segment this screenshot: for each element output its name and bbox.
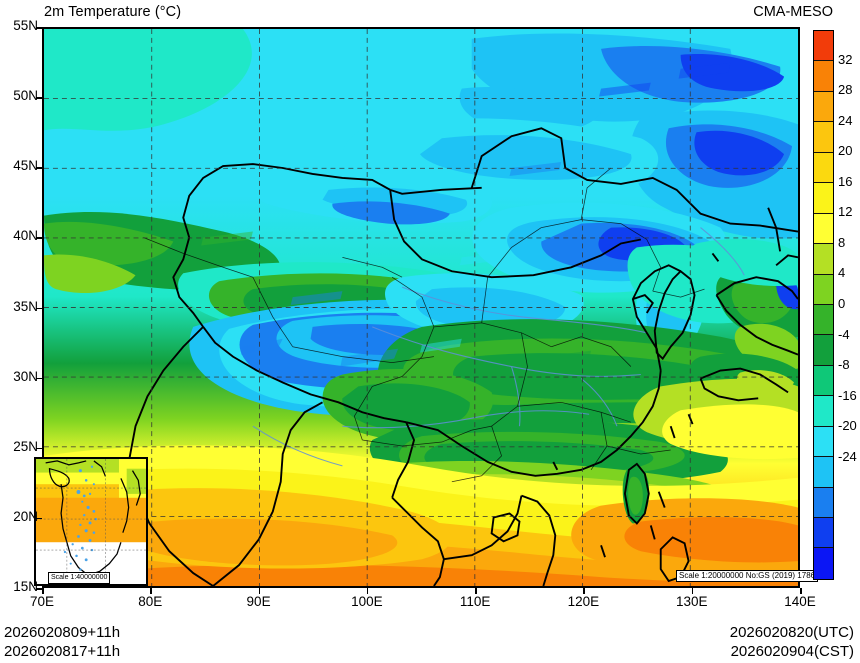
lon-tick-label: 90E [246,594,271,609]
lon-tick-mark [366,588,369,594]
lon-tick-mark [150,588,152,594]
colorbar-band [814,518,833,549]
colorbar-band [814,91,833,123]
colorbar-band [814,396,833,427]
model-label: CMA-MESO [753,4,833,20]
lat-tick-mark [36,307,42,310]
lat-tick-mark [36,237,42,239]
lat-tick-label: 55N [13,18,38,33]
lat-tick-label: 45N [13,158,38,174]
colorbar-band [814,31,833,62]
lon-tick-mark [42,588,44,594]
colorbar-band [814,487,833,518]
map-plot-area[interactable] [42,27,800,588]
colorbar-tick-label: 8 [838,234,846,250]
lat-tick-mark [36,588,42,590]
colorbar-tick-label: 16 [838,173,853,189]
lon-tick-label: 120E [567,594,600,609]
footer-valid-cst: 2026020904(CST) [730,643,854,660]
colorbar-band [814,457,833,488]
colorbar-tick-label: 0 [838,296,846,311]
lat-tick-mark [36,447,42,450]
lon-tick-mark [258,588,261,594]
inset-field-svg [36,459,146,584]
province-borders [143,167,705,483]
colorbar-band [814,213,833,245]
colorbar-band [814,426,833,458]
footer-valid-times: 2026020820(UTC) 2026020904(CST) [730,623,854,661]
river-lines [252,227,745,467]
colorbar-band [814,274,833,305]
lat-tick-label: 30N [13,368,38,384]
colorbar-band [814,335,833,366]
footer-valid-utc: 2026020820(UTC) [729,624,854,641]
variable-title: 2m Temperature (°C) [44,4,182,20]
lon-tick-label: 130E [675,594,708,609]
footer-init-cst: 2026020817+11h [4,643,121,660]
colorbar-tick-label: -16 [838,387,857,403]
colorbar-tick-label: -8 [838,357,850,373]
lat-tick-label: 50N [13,88,38,104]
footer-init-utc: 2026020809+11h [4,624,121,641]
colorbar-band [814,304,833,336]
lat-tick-label: 15N [13,579,38,594]
lat-tick-mark [36,97,42,99]
footer-init-times: 2026020809+11h 2026020817+11h [4,623,120,661]
map-scale-stamp: Scale 1:20000000 No:GS (2019) 1786 [676,570,819,582]
colorbar-tick-label: 24 [838,112,853,128]
colorbar-band [814,183,833,214]
lon-tick-label: 100E [351,594,383,609]
lat-tick-mark [36,167,42,169]
colorbar-tick-label: -20 [838,418,857,434]
colorbar-band [814,244,833,275]
inset-island-dots [63,465,98,571]
lat-tick-mark [36,27,42,29]
colorbar-tick-label: 4 [838,265,846,281]
colorbar-tick-label: -4 [838,326,850,342]
colorbar-tick-label: 12 [838,204,853,220]
colorbar-band [814,61,833,92]
lon-tick-label: 140E [784,594,816,609]
inset-graticule [36,459,146,584]
colorbar-band [814,152,833,184]
lon-tick-label: 70E [29,594,55,609]
lat-tick-label: 25N [13,438,38,454]
lat-tick-mark [36,377,42,380]
lat-tick-mark [36,517,42,520]
graticule [44,29,798,586]
inset-scale-stamp: Scale 1:40000000 [48,572,111,584]
lon-tick-mark [800,588,802,594]
lon-tick-mark [475,588,477,594]
colorbar-band [814,365,833,397]
lon-tick-label: 80E [138,594,163,609]
colorbar-tick-label: 20 [838,143,853,159]
filled-contours [44,29,798,586]
lon-tick-mark [691,588,694,594]
colorbar-tick-label: 28 [838,82,853,98]
lon-tick-label: 110E [459,594,491,609]
lon-tick-mark [583,588,586,594]
inset-map-south-china-sea[interactable] [34,457,148,586]
lat-tick-label: 35N [13,298,38,314]
lat-tick-label: 40N [13,228,38,244]
colorbar-tick-label: 32 [838,51,853,67]
colorbar-band [814,122,833,153]
colorbar-band [814,548,833,579]
lat-tick-label: 20N [13,508,38,524]
colorbar[interactable] [813,30,834,580]
temperature-field-svg [44,29,798,586]
terrain-noise [201,62,731,367]
colorbar-tick-label: -24 [838,448,857,464]
